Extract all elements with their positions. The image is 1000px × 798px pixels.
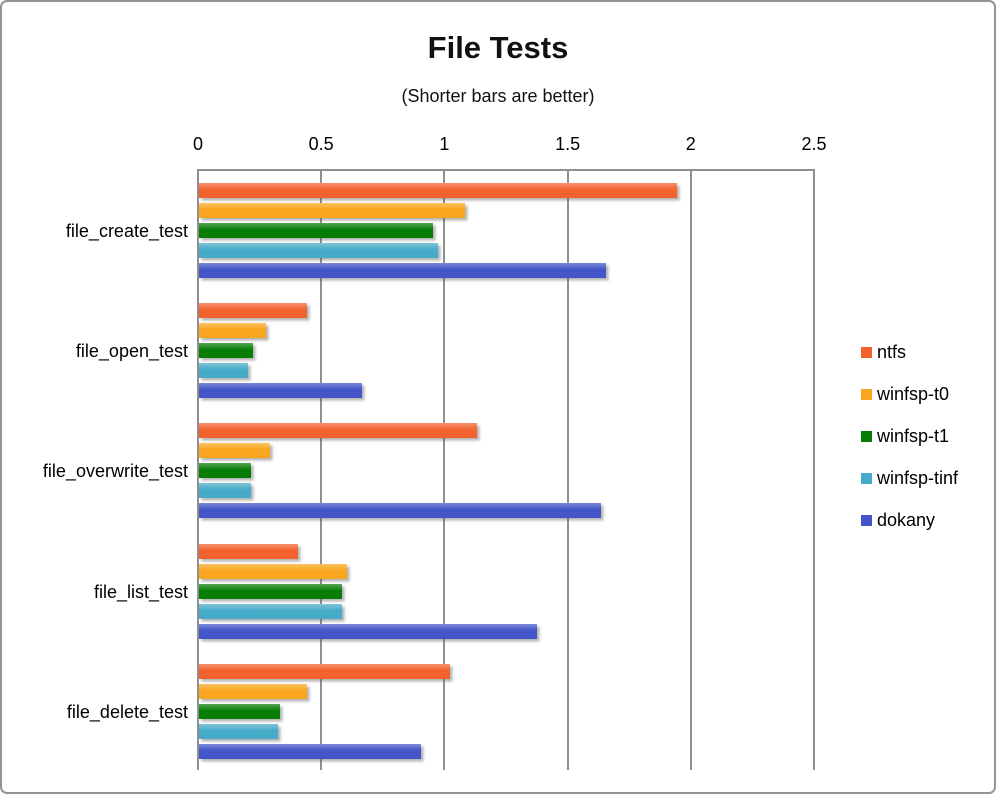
category-label-file_create_test: file_create_test xyxy=(65,221,188,241)
legend-item-winfsp-t0: winfsp-t0 xyxy=(861,374,958,416)
category-label-file_overwrite_test: file_overwrite_test xyxy=(42,461,188,482)
bar-file_delete_test-winfsp-t0 xyxy=(199,683,308,699)
bar-file_delete_test-dokany xyxy=(199,743,421,759)
bar-file_list_test-winfsp-t1 xyxy=(199,583,342,599)
gridline-x-1 xyxy=(443,169,446,770)
category-label-file_list_test: file_list_test xyxy=(93,581,188,602)
legend-label: dokany xyxy=(877,509,936,530)
bar-file_list_test-winfsp-t0 xyxy=(199,563,347,579)
legend-item-dokany: dokany xyxy=(861,499,958,541)
legend-label: winfsp-t1 xyxy=(877,425,950,446)
category-label-file_open_test: file_open_test xyxy=(75,341,188,362)
legend-swatch-icon xyxy=(861,430,872,442)
bar-file_delete_test-winfsp-t1 xyxy=(199,703,281,719)
legend-swatch-icon xyxy=(861,472,872,484)
legend-swatch-icon xyxy=(861,389,872,401)
gridline-x-0.5 xyxy=(320,169,323,770)
x-tick-label: 0 xyxy=(192,134,203,154)
bar-file_open_test-winfsp-t1 xyxy=(199,343,254,359)
bar-file_list_test-dokany xyxy=(199,623,537,639)
legend-label: winfsp-t0 xyxy=(877,384,950,405)
x-tick-label: 1.5 xyxy=(555,134,581,154)
bar-file_open_test-ntfs xyxy=(199,303,308,319)
x-axis-line xyxy=(197,169,815,171)
gridline-x-2 xyxy=(689,169,692,770)
bar-file_overwrite_test-ntfs xyxy=(199,423,478,439)
bar-file_create_test-winfsp-tinf xyxy=(199,243,438,258)
x-tick-label: 0.5 xyxy=(308,134,334,154)
bar-file_list_test-ntfs xyxy=(199,543,298,559)
bar-file_overwrite_test-winfsp-t1 xyxy=(199,463,251,479)
chart-title: File Tests xyxy=(427,30,569,65)
bar-file_list_test-winfsp-tinf xyxy=(199,603,342,619)
category-label-file_delete_test: file_delete_test xyxy=(66,701,188,722)
bar-file_overwrite_test-winfsp-tinf xyxy=(199,483,251,499)
bar-file_open_test-winfsp-tinf xyxy=(199,363,249,379)
x-tick-label: 2.5 xyxy=(801,134,827,154)
legend-label: winfsp-tinf xyxy=(877,467,959,488)
bar-file_create_test-winfsp-t0 xyxy=(199,203,466,218)
legend-swatch-icon xyxy=(861,347,872,359)
legend-label: ntfs xyxy=(877,342,907,363)
plot-area xyxy=(197,169,815,770)
legend-item-winfsp-t1: winfsp-t1 xyxy=(861,416,958,458)
bar-file_create_test-winfsp-t1 xyxy=(199,223,434,238)
bar-file_open_test-dokany xyxy=(199,383,362,399)
bar-file_create_test-dokany xyxy=(199,263,606,278)
bar-file_overwrite_test-dokany xyxy=(199,503,601,519)
gridline-x-1.5 xyxy=(566,169,569,770)
x-tick-label: 2 xyxy=(685,134,696,154)
x-tick-label: 1 xyxy=(439,134,450,154)
legend-item-ntfs: ntfs xyxy=(861,332,958,374)
legend-item-winfsp-tinf: winfsp-tinf xyxy=(861,457,958,499)
bar-file_delete_test-ntfs xyxy=(199,663,451,679)
gridline-x-0 xyxy=(197,169,199,770)
bar-file_open_test-winfsp-t0 xyxy=(199,323,266,339)
gridline-x-2.5 xyxy=(813,169,815,770)
bar-file_delete_test-winfsp-tinf xyxy=(199,723,278,739)
legend: ntfs winfsp-t0 winfsp-t1 winfsp-tinf dokany xyxy=(861,332,958,541)
bar-file_create_test-ntfs xyxy=(199,183,678,198)
bar-file_overwrite_test-winfsp-t0 xyxy=(199,443,271,459)
legend-swatch-icon xyxy=(861,514,872,526)
chart-subtitle: (Shorter bars are better) xyxy=(401,86,595,106)
